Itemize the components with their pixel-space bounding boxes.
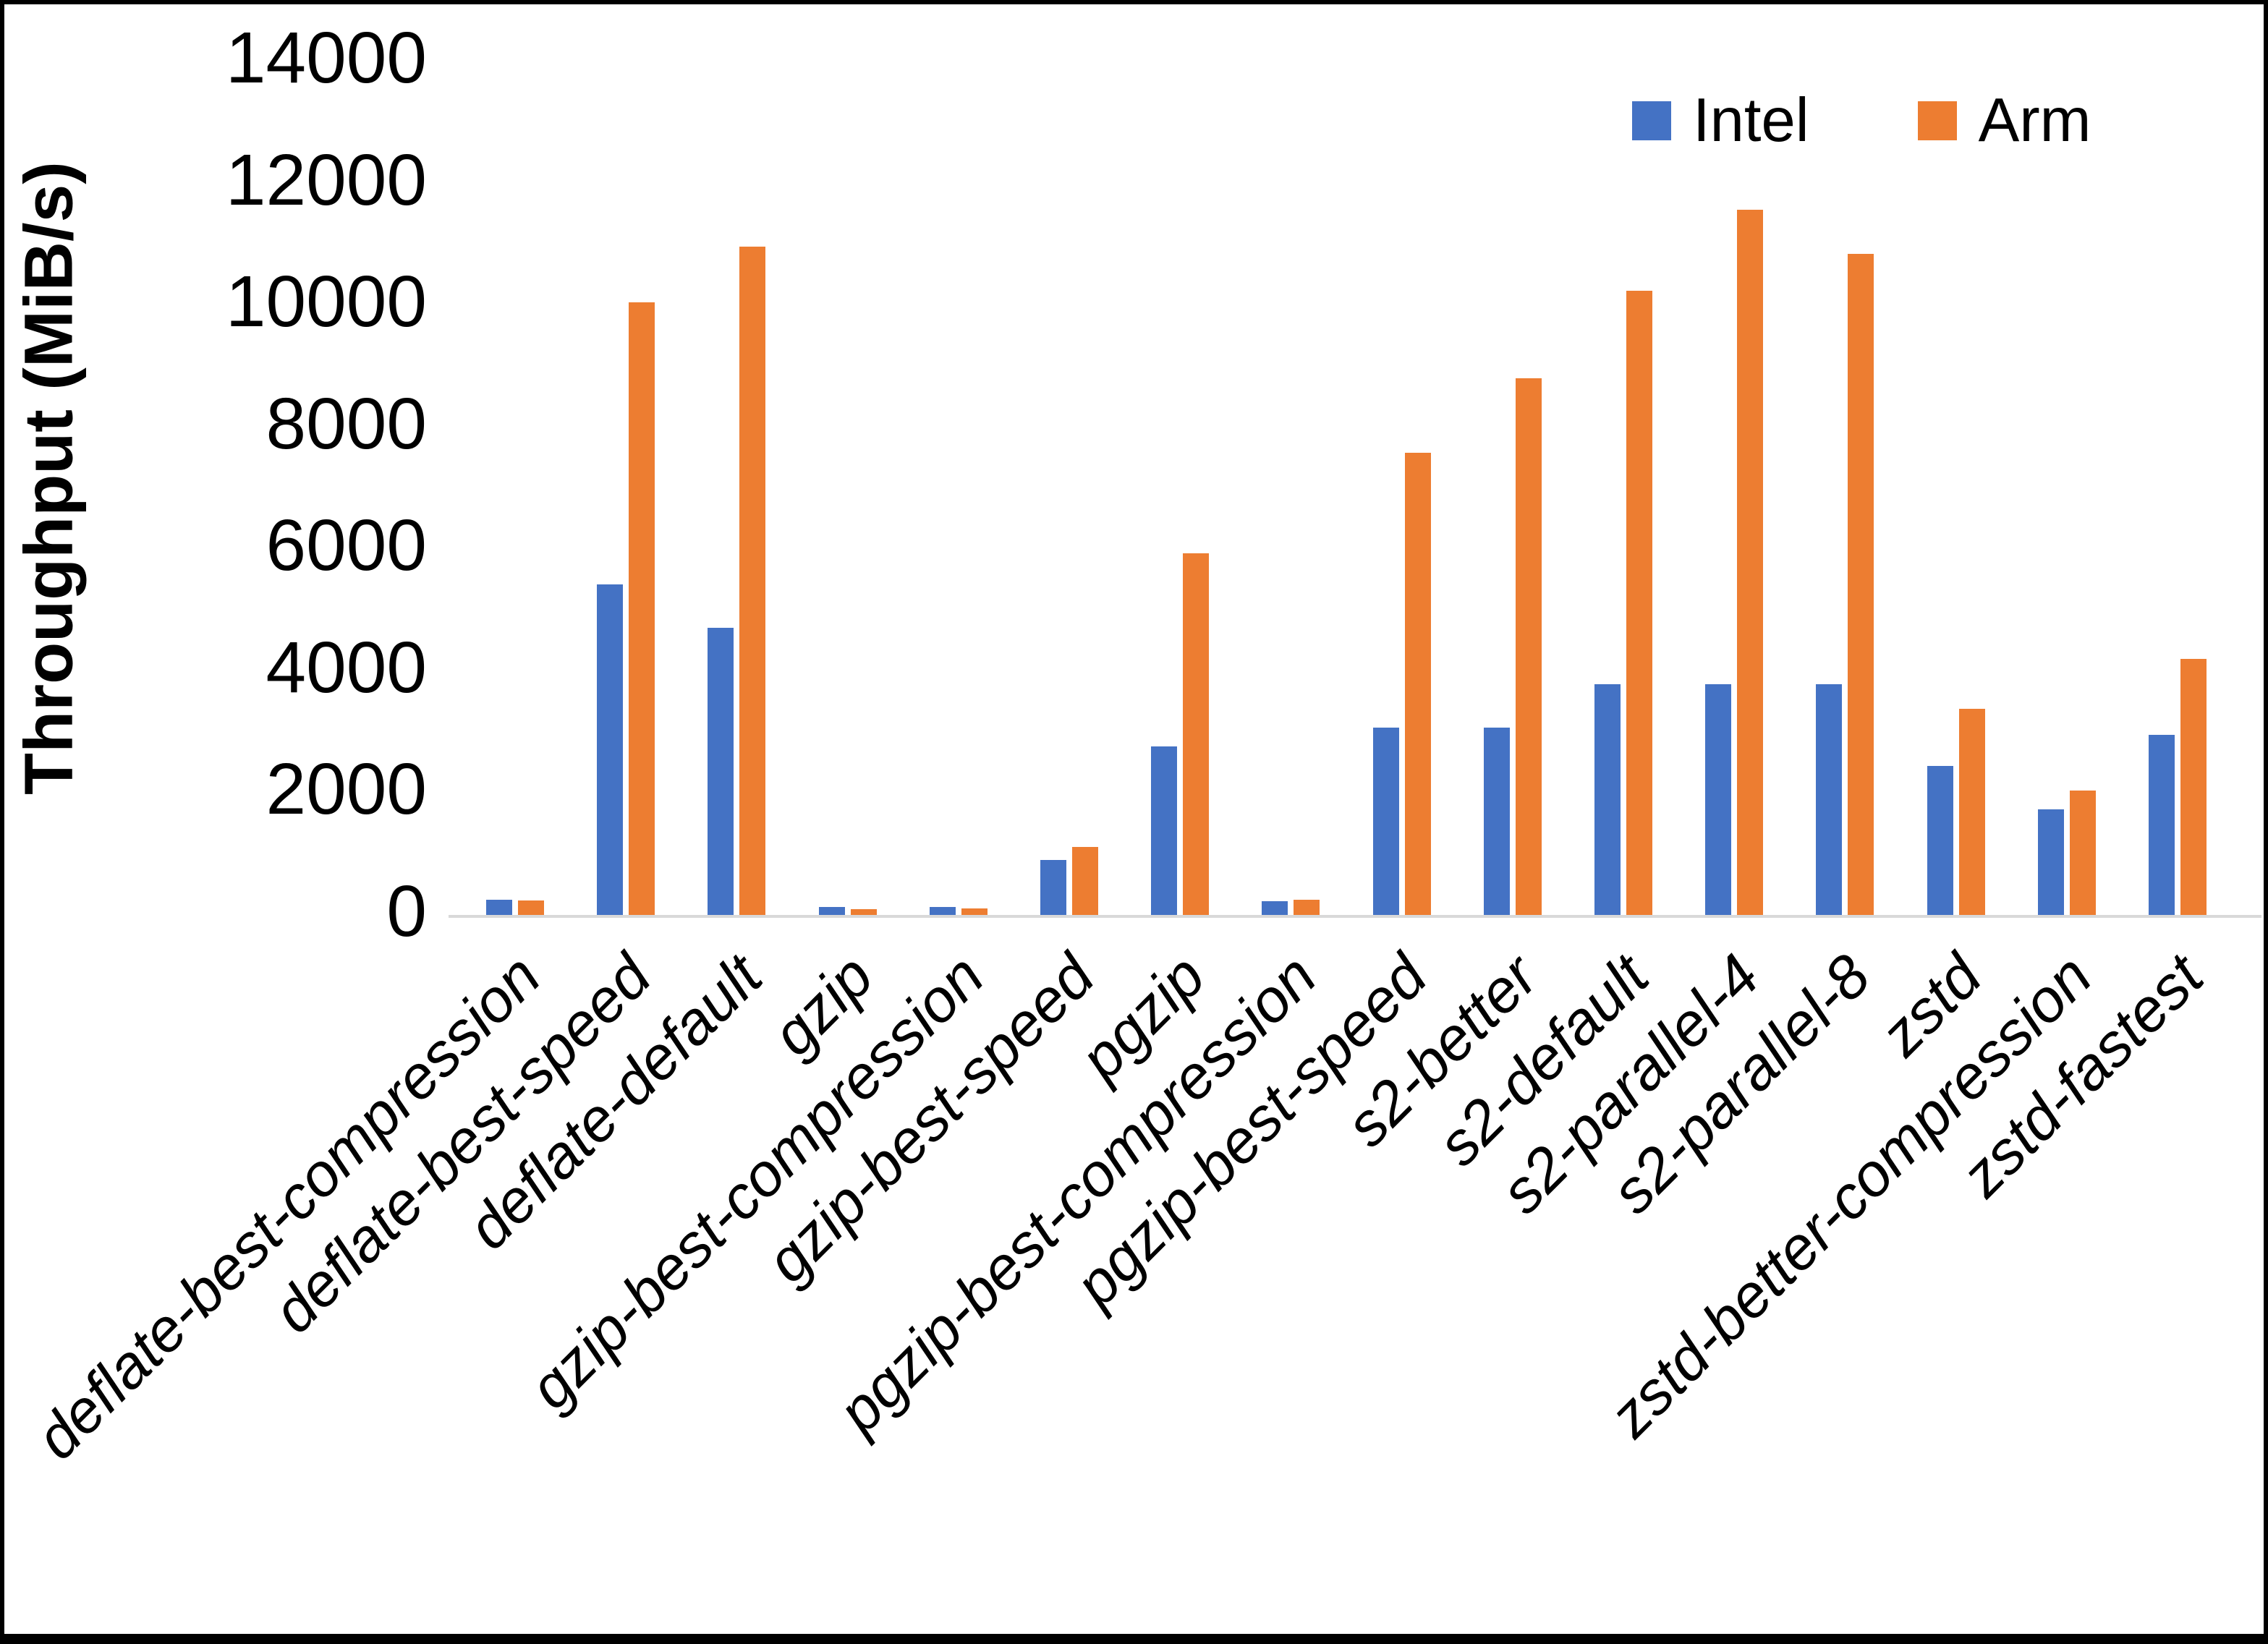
bar-intel-zstd-fastest [2149,734,2175,915]
legend-label-arm: Arm [1978,86,2091,155]
y-tick-label: 14000 [225,17,427,98]
y-tick-label: 10000 [225,261,427,343]
bar-intel-s2-better [1483,728,1510,915]
bar-arm-gzip [850,908,877,915]
legend-label-intel: Intel [1693,86,1809,155]
bar-intel-deflate-best-compression [486,899,512,915]
bar-intel-zstd-better-compression [2037,809,2064,915]
bar-intel-gzip-best-speed [1040,860,1066,915]
bar-arm-pgzip-best-speed [1404,453,1431,915]
bar-arm-deflate-best-compression [518,900,544,915]
bar-arm-gzip-best-speed [1072,846,1098,915]
bar-intel-pgzip-best-compression [1262,900,1288,915]
bar-arm-s2-better [1515,378,1542,915]
bar-arm-s2-parallel-8 [1848,253,1874,915]
legend-swatch-arm-icon [1917,101,1957,140]
x-axis-line [449,915,2261,918]
bar-arm-gzip-best-compression [961,908,988,915]
bar-intel-gzip-best-compression [929,907,956,915]
plot-area [4,4,2264,1634]
legend-item-arm: Arm [1917,86,2091,155]
bar-arm-pgzip [1183,553,1210,915]
bar-arm-deflate-default [739,247,766,915]
legend-swatch-intel-icon [1632,101,1671,140]
y-tick-label: 2000 [266,749,427,830]
bar-intel-gzip [818,907,845,915]
y-tick-label: 8000 [266,383,427,464]
bar-arm-deflate-best-speed [629,302,655,915]
bar-arm-s2-parallel-4 [1737,209,1764,915]
bar-intel-deflate-default [708,628,734,915]
bar-intel-s2-parallel-8 [1816,684,1843,915]
y-tick-label: 6000 [266,505,427,587]
bar-arm-zstd [1958,709,1985,915]
legend: Intel Arm [1632,90,2091,151]
bar-arm-s2-default [1626,290,1652,915]
bar-arm-zstd-better-compression [2069,791,2096,915]
bar-arm-zstd-fastest [2180,659,2207,915]
legend-item-intel: Intel [1632,90,1809,151]
bar-intel-deflate-best-speed [597,584,624,915]
y-tick-label: 0 [386,870,427,952]
bar-intel-zstd [1927,765,1953,915]
bar-intel-pgzip-best-speed [1372,728,1399,915]
bar-arm-pgzip-best-compression [1294,899,1320,915]
bar-intel-pgzip [1151,746,1178,915]
y-tick-label: 4000 [266,626,427,708]
bar-intel-s2-parallel-4 [1705,684,1732,915]
y-tick-label: 12000 [225,139,427,221]
bar-intel-s2-default [1594,684,1621,915]
